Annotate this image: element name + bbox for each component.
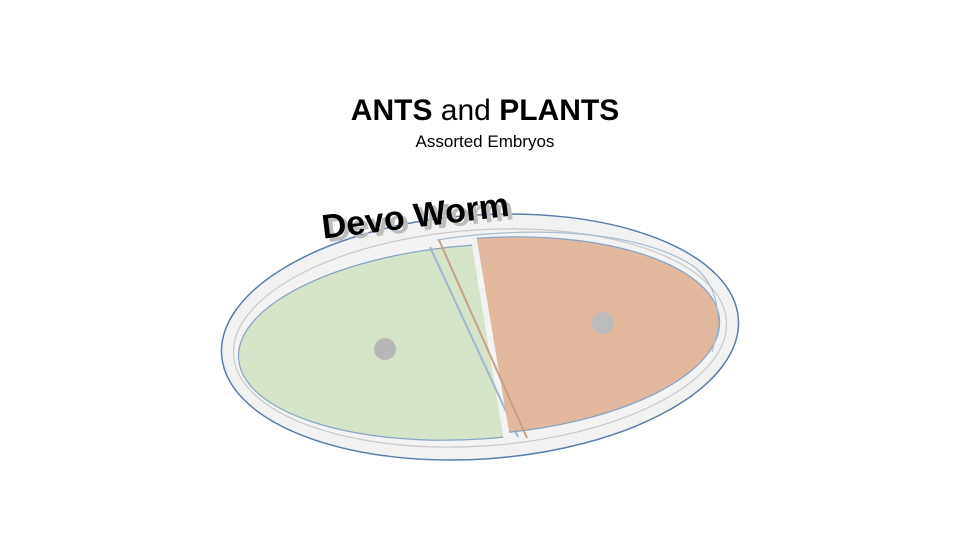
left-nucleus [374, 338, 396, 360]
left-cell-edge [429, 246, 519, 438]
right-nucleus [592, 312, 614, 334]
right-cell-highlight [436, 231, 719, 353]
left-cell [237, 243, 520, 441]
right-cell-edge [438, 239, 528, 439]
page-subtitle: Assorted Embryos [415, 132, 555, 151]
title-ants: ANTS [350, 94, 433, 127]
page-title: ANTS and PLANTS [0, 93, 960, 129]
title-and: and [432, 94, 500, 127]
title-plants: PLANTS [499, 94, 620, 127]
